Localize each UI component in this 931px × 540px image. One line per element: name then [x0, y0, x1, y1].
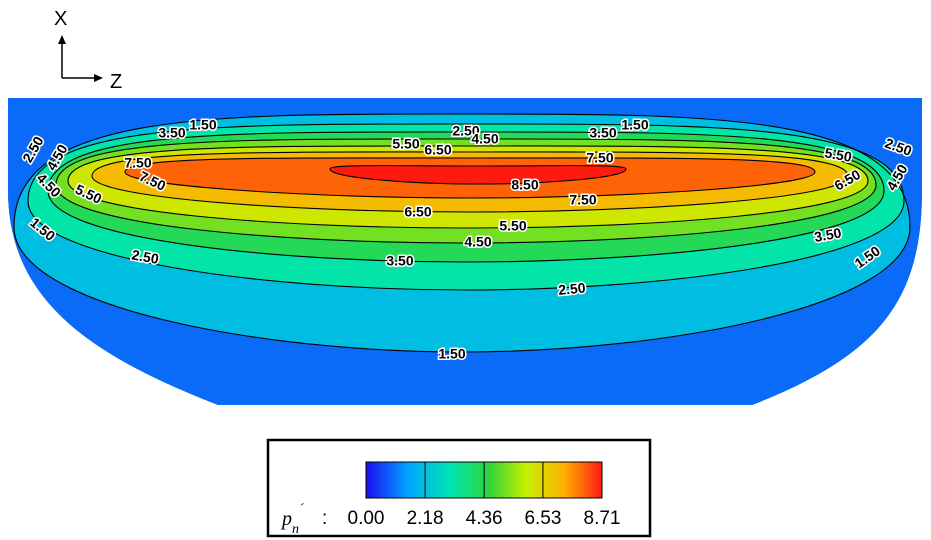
contour-label: 3.50	[386, 253, 413, 269]
colorbar-tick-label: 2.18	[407, 508, 444, 529]
colorbar-tick-labels: 0.00 2.18 4.36 6.53 8.71	[348, 508, 621, 529]
contour-label: 6.50	[424, 142, 451, 158]
contour-label: 7.50	[124, 155, 151, 171]
colorbar-separator: :	[322, 508, 327, 529]
color-bands	[8, 98, 922, 405]
contour-label: 7.50	[586, 150, 613, 166]
contour-label: 3.50	[813, 224, 843, 245]
colorbar-tick-label: 4.36	[466, 508, 503, 529]
colorbar-variable: pn´	[280, 502, 304, 537]
contour-label: 7.50	[569, 192, 596, 208]
contour-label: 1.50	[621, 117, 648, 133]
contour-label: 1.50	[189, 117, 216, 133]
contour-label: 4.50	[471, 131, 498, 147]
contour-label: 5.50	[499, 218, 526, 234]
contour-line-2-5	[27, 123, 905, 291]
contour-line-3-5	[47, 131, 885, 263]
contour-lines	[13, 113, 911, 353]
contour-line-8-5	[329, 165, 627, 185]
contour-label: 6.50	[404, 204, 431, 220]
contour-label: 4.50	[464, 234, 491, 250]
contour-label: 2.50	[452, 123, 479, 139]
colorbar-legend: pn´ : 0.00 2.18 4.36 6.53 8.71	[266, 438, 652, 538]
colorbar-tick-label: 0.00	[348, 508, 385, 529]
contour-line-7-5	[124, 157, 816, 199]
contour-line-4-5	[55, 138, 877, 244]
contour-label: 5.50	[823, 144, 853, 165]
contour-label: 5.50	[392, 136, 419, 152]
contour-label: 1.50	[438, 346, 465, 362]
colorbar-dividers	[424, 462, 544, 498]
x-axis-arrowhead	[58, 35, 66, 44]
z-axis-arrowhead	[94, 74, 103, 82]
contour-label: 8.50	[511, 177, 538, 193]
band-above-8-5	[330, 165, 626, 184]
contour-label: 2.50	[130, 246, 160, 267]
contour-plot	[8, 98, 922, 405]
axes-indicator: X Z	[54, 8, 122, 93]
contour-label: 3.50	[158, 125, 185, 141]
contour-label: 3.50	[589, 125, 616, 141]
colorbar-frame	[365, 461, 603, 499]
contour-label: 2.50	[558, 280, 587, 298]
contour-line-1-5	[13, 113, 911, 353]
contour-line-5-5	[67, 145, 869, 229]
z-axis-label: Z	[110, 71, 122, 93]
x-axis-label: X	[54, 8, 67, 30]
contour-line-6-5	[91, 151, 849, 213]
colorbar-tick-label: 8.71	[584, 508, 621, 529]
colorbar-tick-label: 6.53	[524, 508, 561, 529]
